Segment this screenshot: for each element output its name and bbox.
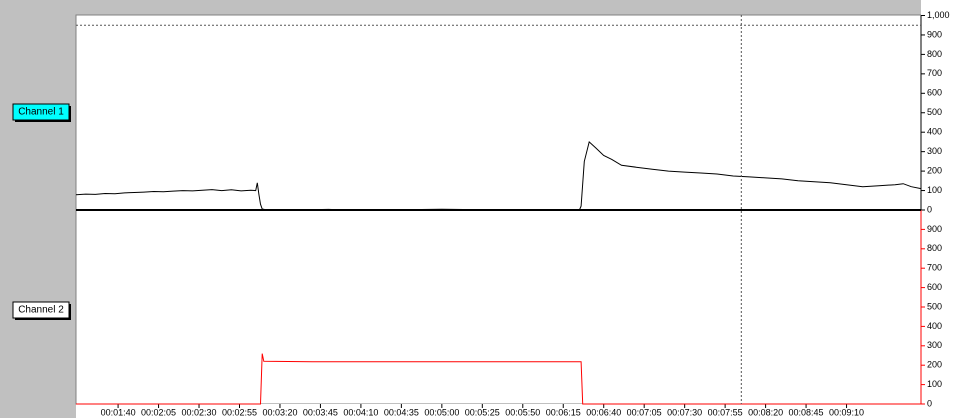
x-tick-label: 00:01:40 bbox=[101, 407, 136, 417]
channel-2-button[interactable]: Channel 2 bbox=[12, 301, 71, 320]
channel-label: Channel 1 bbox=[18, 107, 64, 118]
time-axis-area bbox=[76, 404, 921, 418]
x-tick-label: 00:06:40 bbox=[586, 407, 621, 417]
y-tick-label: 600 bbox=[927, 282, 942, 292]
x-tick-label: 00:05:25 bbox=[465, 407, 500, 417]
x-tick-label: 00:03:45 bbox=[303, 407, 338, 417]
y-tick-label: 200 bbox=[927, 165, 942, 175]
x-tick-label: 00:04:10 bbox=[343, 407, 378, 417]
x-tick-label: 00:07:30 bbox=[667, 407, 702, 417]
x-tick-label: 00:02:30 bbox=[182, 407, 217, 417]
x-tick-label: 00:08:45 bbox=[789, 407, 824, 417]
y-tick-label: 800 bbox=[927, 243, 942, 253]
x-tick-label: 00:03:20 bbox=[262, 407, 297, 417]
button-face bbox=[12, 103, 70, 121]
y-tick-label: 100 bbox=[927, 379, 942, 389]
y-tick-label: 900 bbox=[927, 224, 942, 234]
channel-trace bbox=[76, 353, 921, 405]
y-tick-label: 300 bbox=[927, 340, 942, 350]
x-tick-label: 00:06:15 bbox=[546, 407, 581, 417]
x-tick-label: 00:05:00 bbox=[424, 407, 459, 417]
y-tick-label: 300 bbox=[927, 146, 942, 156]
x-tick-label: 00:05:50 bbox=[505, 407, 540, 417]
x-tick-label: 00:07:05 bbox=[627, 407, 662, 417]
y-tick-label: 400 bbox=[927, 321, 942, 331]
x-tick-label: 00:02:55 bbox=[222, 407, 257, 417]
y-tick-label: 0 bbox=[927, 204, 932, 214]
y-tick-label: 500 bbox=[927, 107, 942, 117]
channel-label: Channel 2 bbox=[18, 305, 64, 316]
button-face bbox=[12, 301, 70, 319]
right-axis-area bbox=[921, 0, 959, 418]
y-tick-label: 500 bbox=[927, 301, 942, 311]
x-tick-label: 00:09:10 bbox=[829, 407, 864, 417]
y-tick-label: 100 bbox=[927, 185, 942, 195]
y-tick-label: 800 bbox=[927, 49, 942, 59]
y-tick-label: 900 bbox=[927, 29, 942, 39]
y-tick-label: 1,000 bbox=[927, 10, 950, 20]
channel-1-button[interactable]: Channel 1 bbox=[12, 103, 71, 122]
y-tick-label: 600 bbox=[927, 88, 942, 98]
y-tick-label: 700 bbox=[927, 68, 942, 78]
y-tick-label: 400 bbox=[927, 127, 942, 137]
y-tick-label: 700 bbox=[927, 263, 942, 273]
y-tick-label: 200 bbox=[927, 360, 942, 370]
x-tick-label: 00:07:55 bbox=[708, 407, 743, 417]
x-tick-label: 00:04:35 bbox=[384, 407, 419, 417]
x-tick-label: 00:08:20 bbox=[748, 407, 783, 417]
x-tick-label: 00:02:05 bbox=[141, 407, 176, 417]
y-tick-label: 0 bbox=[927, 398, 932, 408]
